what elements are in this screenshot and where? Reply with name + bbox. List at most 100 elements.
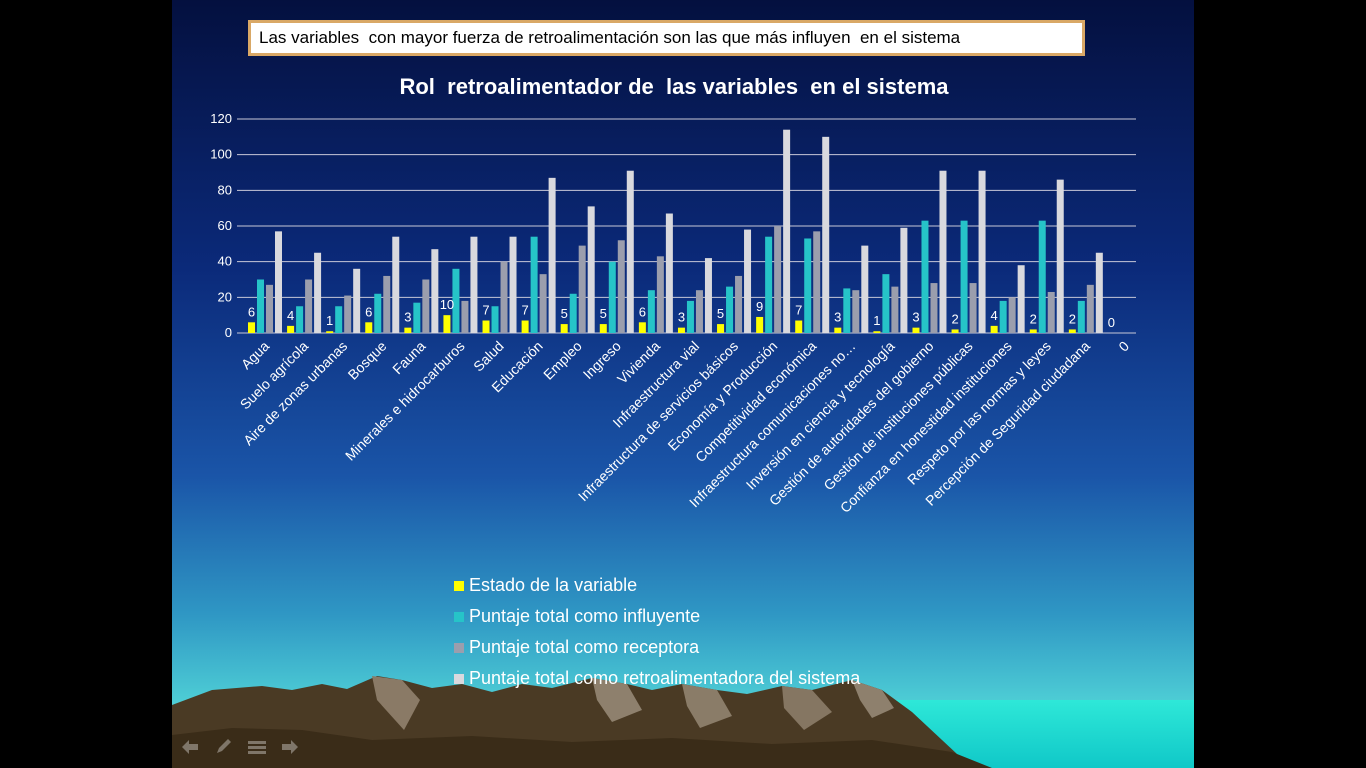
bar <box>392 236 400 333</box>
bar <box>999 300 1007 333</box>
bar <box>930 283 938 333</box>
x-tick-label: Agua <box>238 338 273 373</box>
data-label: 2 <box>1069 311 1076 326</box>
legend-swatch <box>454 612 464 622</box>
bar <box>756 316 764 333</box>
data-label: 7 <box>482 303 489 318</box>
chart-legend: Estado de la variable Puntaje total como … <box>454 572 860 696</box>
y-tick-label: 80 <box>218 182 232 197</box>
bar <box>656 256 664 333</box>
data-label: 7 <box>521 303 528 318</box>
bar <box>647 290 655 333</box>
y-tick-label: 40 <box>218 254 232 269</box>
menu-icon[interactable] <box>247 738 267 756</box>
bar <box>1086 284 1094 333</box>
bar <box>717 324 725 333</box>
bar <box>365 322 373 333</box>
x-tick-label: Suelo agrícola <box>237 338 312 413</box>
bar <box>587 206 595 333</box>
bar <box>686 300 694 333</box>
bar <box>530 236 538 333</box>
legend-item: Puntaje total como receptora <box>454 634 860 665</box>
bar <box>431 249 439 333</box>
data-label: 5 <box>717 306 724 321</box>
data-label: 3 <box>404 310 411 325</box>
data-label: 9 <box>756 299 763 314</box>
bar <box>314 252 322 333</box>
legend-swatch <box>454 674 464 684</box>
data-label: 5 <box>561 306 568 321</box>
bar <box>569 293 577 333</box>
legend-item: Estado de la variable <box>454 572 860 603</box>
bar <box>266 284 273 333</box>
bar <box>765 236 773 333</box>
bar <box>1047 291 1055 333</box>
chart-title: Rol retroalimentador de las variables en… <box>399 74 949 99</box>
x-tick-label: Empleo <box>540 338 585 383</box>
x-tick-label: Bosque <box>345 338 390 383</box>
bar <box>578 245 586 333</box>
bar <box>978 170 986 333</box>
y-tick-label: 120 <box>210 111 232 126</box>
bar <box>695 290 703 333</box>
bar <box>422 279 430 333</box>
data-label: 7 <box>795 303 802 318</box>
bar <box>834 327 842 333</box>
bar <box>861 245 869 333</box>
bar <box>383 275 391 333</box>
bar <box>774 226 782 333</box>
bar <box>960 220 968 333</box>
data-label: 3 <box>834 310 841 325</box>
bar <box>305 279 313 333</box>
bar <box>665 213 673 333</box>
bar <box>1038 220 1046 333</box>
bar <box>1077 300 1085 333</box>
data-label: 5 <box>600 306 607 321</box>
bar <box>1029 329 1037 333</box>
bar <box>560 324 568 333</box>
y-tick-label: 100 <box>210 147 232 162</box>
bar <box>900 227 908 333</box>
bar <box>1017 265 1025 333</box>
slide-background <box>172 0 1194 768</box>
legend-label: Puntaje total como influyente <box>469 606 701 626</box>
bar <box>509 236 517 333</box>
bar <box>912 327 920 333</box>
legend-label: Puntaje total como receptora <box>469 637 700 657</box>
bar <box>275 231 282 333</box>
bar <box>296 306 304 333</box>
bar <box>287 325 295 333</box>
previous-arrow-icon[interactable] <box>180 738 200 756</box>
bar <box>1068 329 1076 333</box>
bar <box>677 327 685 333</box>
data-label: 1 <box>326 313 333 328</box>
bar <box>470 236 478 333</box>
pen-icon[interactable] <box>214 738 234 756</box>
data-label: 1 <box>873 313 880 328</box>
data-label: 0 <box>1108 315 1115 330</box>
bar <box>951 329 959 333</box>
y-tick-label: 60 <box>218 218 232 233</box>
bar <box>344 295 352 333</box>
bar <box>521 320 529 333</box>
bar <box>404 327 412 333</box>
bar <box>726 286 734 333</box>
bar <box>413 302 421 333</box>
next-arrow-icon[interactable] <box>280 738 300 756</box>
data-label: 4 <box>991 308 998 323</box>
legend-label: Puntaje total como retroalimentadora del… <box>469 668 861 688</box>
bar <box>939 170 947 333</box>
legend-item: Puntaje total como retroalimentadora del… <box>454 665 860 696</box>
bar <box>795 320 803 333</box>
bar <box>452 268 460 333</box>
legend-swatch <box>454 643 464 653</box>
y-tick-label: 0 <box>225 325 232 340</box>
slide: Las variables con mayor fuerza de retroa… <box>172 0 1194 768</box>
bar <box>638 322 646 333</box>
bar <box>548 177 556 333</box>
bar <box>617 240 625 333</box>
data-label: 6 <box>639 304 646 319</box>
data-label: 2 <box>951 311 958 326</box>
bar <box>921 220 929 333</box>
bar <box>1056 179 1064 333</box>
